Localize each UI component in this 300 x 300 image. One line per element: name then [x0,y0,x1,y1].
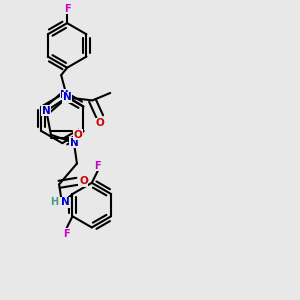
Text: F: F [94,160,101,171]
Text: O: O [79,176,88,186]
Text: H: H [51,197,59,207]
Text: N: N [70,138,78,148]
Text: N: N [63,92,71,102]
Text: O: O [74,130,83,140]
Text: O: O [95,118,104,128]
Text: O: O [74,130,83,140]
Text: F: F [63,229,70,238]
Text: N: N [61,197,69,207]
Text: O: O [79,176,88,186]
Text: H: H [51,197,59,207]
Text: F: F [63,229,70,238]
Text: F: F [64,4,70,14]
Text: N: N [61,197,69,207]
Text: N: N [60,90,69,100]
Text: F: F [94,160,101,171]
Text: N: N [63,92,71,102]
Text: N: N [42,106,51,116]
Text: N: N [70,138,78,148]
Text: O: O [95,118,104,128]
Text: N: N [60,90,69,100]
Text: F: F [64,4,70,14]
